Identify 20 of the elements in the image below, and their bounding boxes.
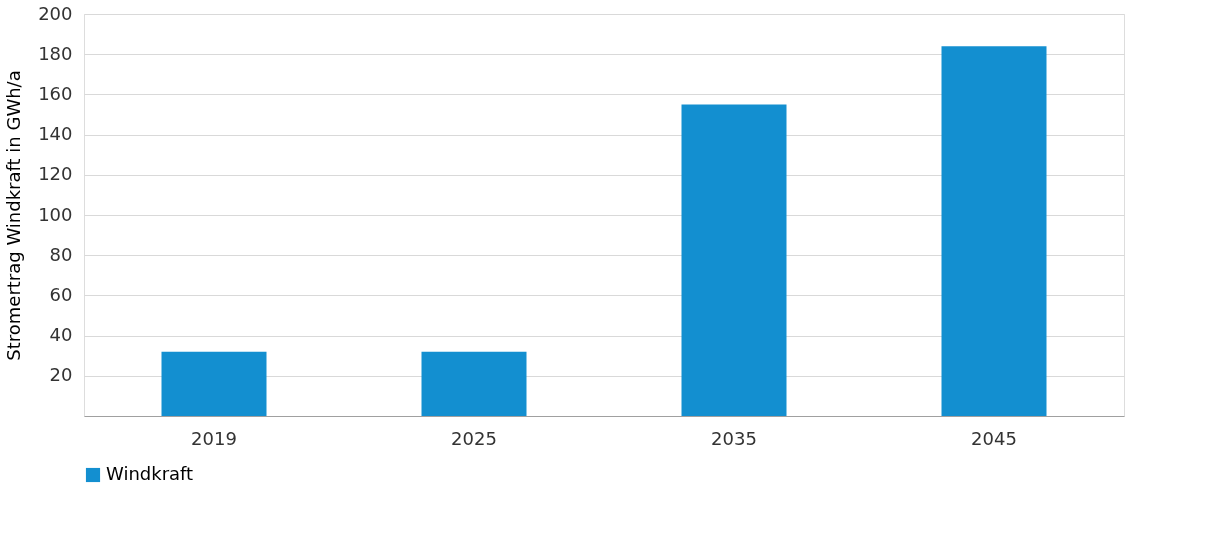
x-tick-label: 2019 (191, 427, 237, 449)
bar (681, 104, 787, 416)
y-tick-label: 160 (38, 82, 73, 104)
bar (941, 46, 1047, 416)
y-tick-label: 40 (49, 324, 73, 346)
bar (161, 351, 267, 416)
bar (421, 351, 527, 416)
y-tick-label: 200 (38, 2, 73, 24)
y-axis-title: Stromertrag Windkraft in GWh/a (3, 70, 25, 361)
y-tick-label: 140 (38, 123, 73, 145)
y-tick-label: 60 (49, 283, 73, 305)
y-tick-label: 180 (38, 42, 73, 64)
x-tick-label: 2045 (971, 427, 1017, 449)
y-tick-label: 100 (38, 203, 73, 225)
x-tick-label: 2025 (451, 427, 497, 449)
x-tick-label: 2035 (711, 427, 757, 449)
y-tick-label: 80 (49, 243, 73, 265)
y-tick-label: 20 (49, 364, 73, 386)
y-tick-label: 120 (38, 163, 73, 185)
legend-label: Windkraft (106, 463, 194, 484)
